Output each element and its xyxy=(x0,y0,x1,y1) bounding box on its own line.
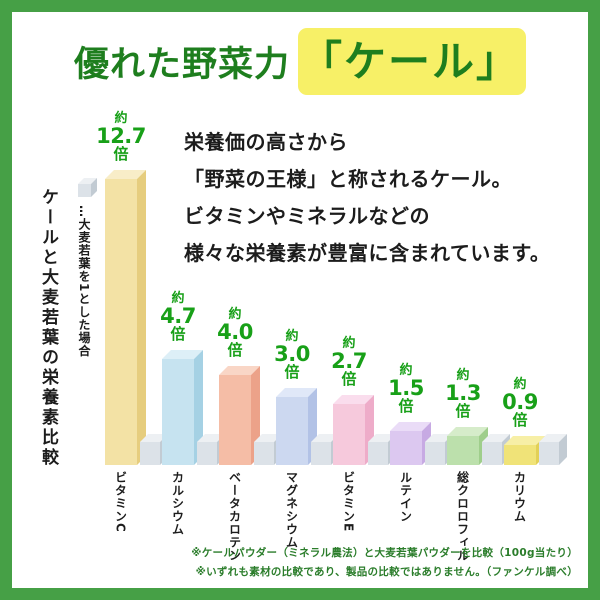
bar-category-label: カリウム xyxy=(512,471,527,523)
bar xyxy=(333,395,374,465)
bar-chart: 約 12.7 倍ビタミンC 約 4.7 倍カルシウム 約 4.0 倍ベータカロテン 約 3.0 倍マグ… xyxy=(12,12,588,588)
bar xyxy=(276,388,317,465)
footnote-line: ※ケールパウダー（ミネラル農法）と大麦若葉パウダーを比較（100g当たり） xyxy=(191,547,578,559)
reference-cube xyxy=(254,434,282,465)
reference-cube xyxy=(368,434,396,465)
bar-category-label: ベータカロテン xyxy=(227,471,242,562)
bar-value-label: 約 1.3 倍 xyxy=(445,367,481,421)
bar xyxy=(504,436,545,465)
legend-note: …大麦若葉を1とした場合 xyxy=(77,205,91,358)
reference-legend: …大麦若葉を1とした場合 xyxy=(76,178,97,358)
bar-value-label: 約 3.0 倍 xyxy=(274,328,310,382)
description: 栄養価の高さから 「野菜の王様」と称されるケール。 ビタミンやミネラルなどの 様… xyxy=(184,124,550,272)
bar-value-label: 約 12.7 倍 xyxy=(96,110,146,164)
footnotes: ※ケールパウダー（ミネラル農法）と大麦若葉パウダーを比較（100g当たり） ※い… xyxy=(191,544,578,582)
reference-cube xyxy=(140,434,168,465)
description-line: 「野菜の王様」と称されるケール。 xyxy=(184,167,512,191)
bar-value-label: 約 2.7 倍 xyxy=(331,335,367,389)
title-text: 優れた野菜力 xyxy=(73,45,290,85)
title-highlight: 「ケール」 xyxy=(298,28,527,95)
bar-value-label: 約 1.5 倍 xyxy=(388,362,424,416)
reference-cube xyxy=(539,434,567,465)
bar-category-label: 総クロロフィル xyxy=(455,471,470,562)
description-line: 様々な栄養素が豊富に含まれています。 xyxy=(184,241,551,265)
bar-value-label: 約 0.9 倍 xyxy=(502,376,538,430)
reference-cube xyxy=(425,434,453,465)
bar-category-label: ビタミンC xyxy=(113,471,128,533)
bar-value-label: 約 4.7 倍 xyxy=(160,290,196,344)
description-line: ビタミンやミネラルなどの xyxy=(184,204,430,228)
description-line: 栄養価の高さから xyxy=(184,130,348,154)
bar xyxy=(162,350,203,465)
bar-value-label: 約 4.0 倍 xyxy=(217,306,253,360)
bar-category-label: カルシウム xyxy=(170,471,185,536)
reference-cube xyxy=(482,434,510,465)
bar-category-label: ルテイン xyxy=(398,471,413,523)
cube-front-face xyxy=(78,184,91,197)
bar xyxy=(447,427,488,465)
bar-category-label: マグネシウム xyxy=(284,471,299,549)
bar xyxy=(105,170,146,465)
bar xyxy=(219,366,260,465)
bar xyxy=(390,422,431,465)
infographic: 優れた野菜力 「ケール」 ケールと大麦若葉の栄養素比較 …大麦若葉を1とした場合… xyxy=(12,12,588,588)
reference-cube xyxy=(197,434,225,465)
chart-side-heading: ケールと大麦若葉の栄養素比較 xyxy=(38,188,58,468)
reference-cube xyxy=(311,434,339,465)
legend-cube-icon xyxy=(78,178,97,197)
bar-category-label: ビタミンE xyxy=(341,471,356,533)
footnote-line: ※いずれも素材の比較であり、製品の比較ではありません。（ファンケル調べ） xyxy=(195,566,578,578)
page-title: 優れた野菜力 「ケール」 xyxy=(12,28,588,95)
